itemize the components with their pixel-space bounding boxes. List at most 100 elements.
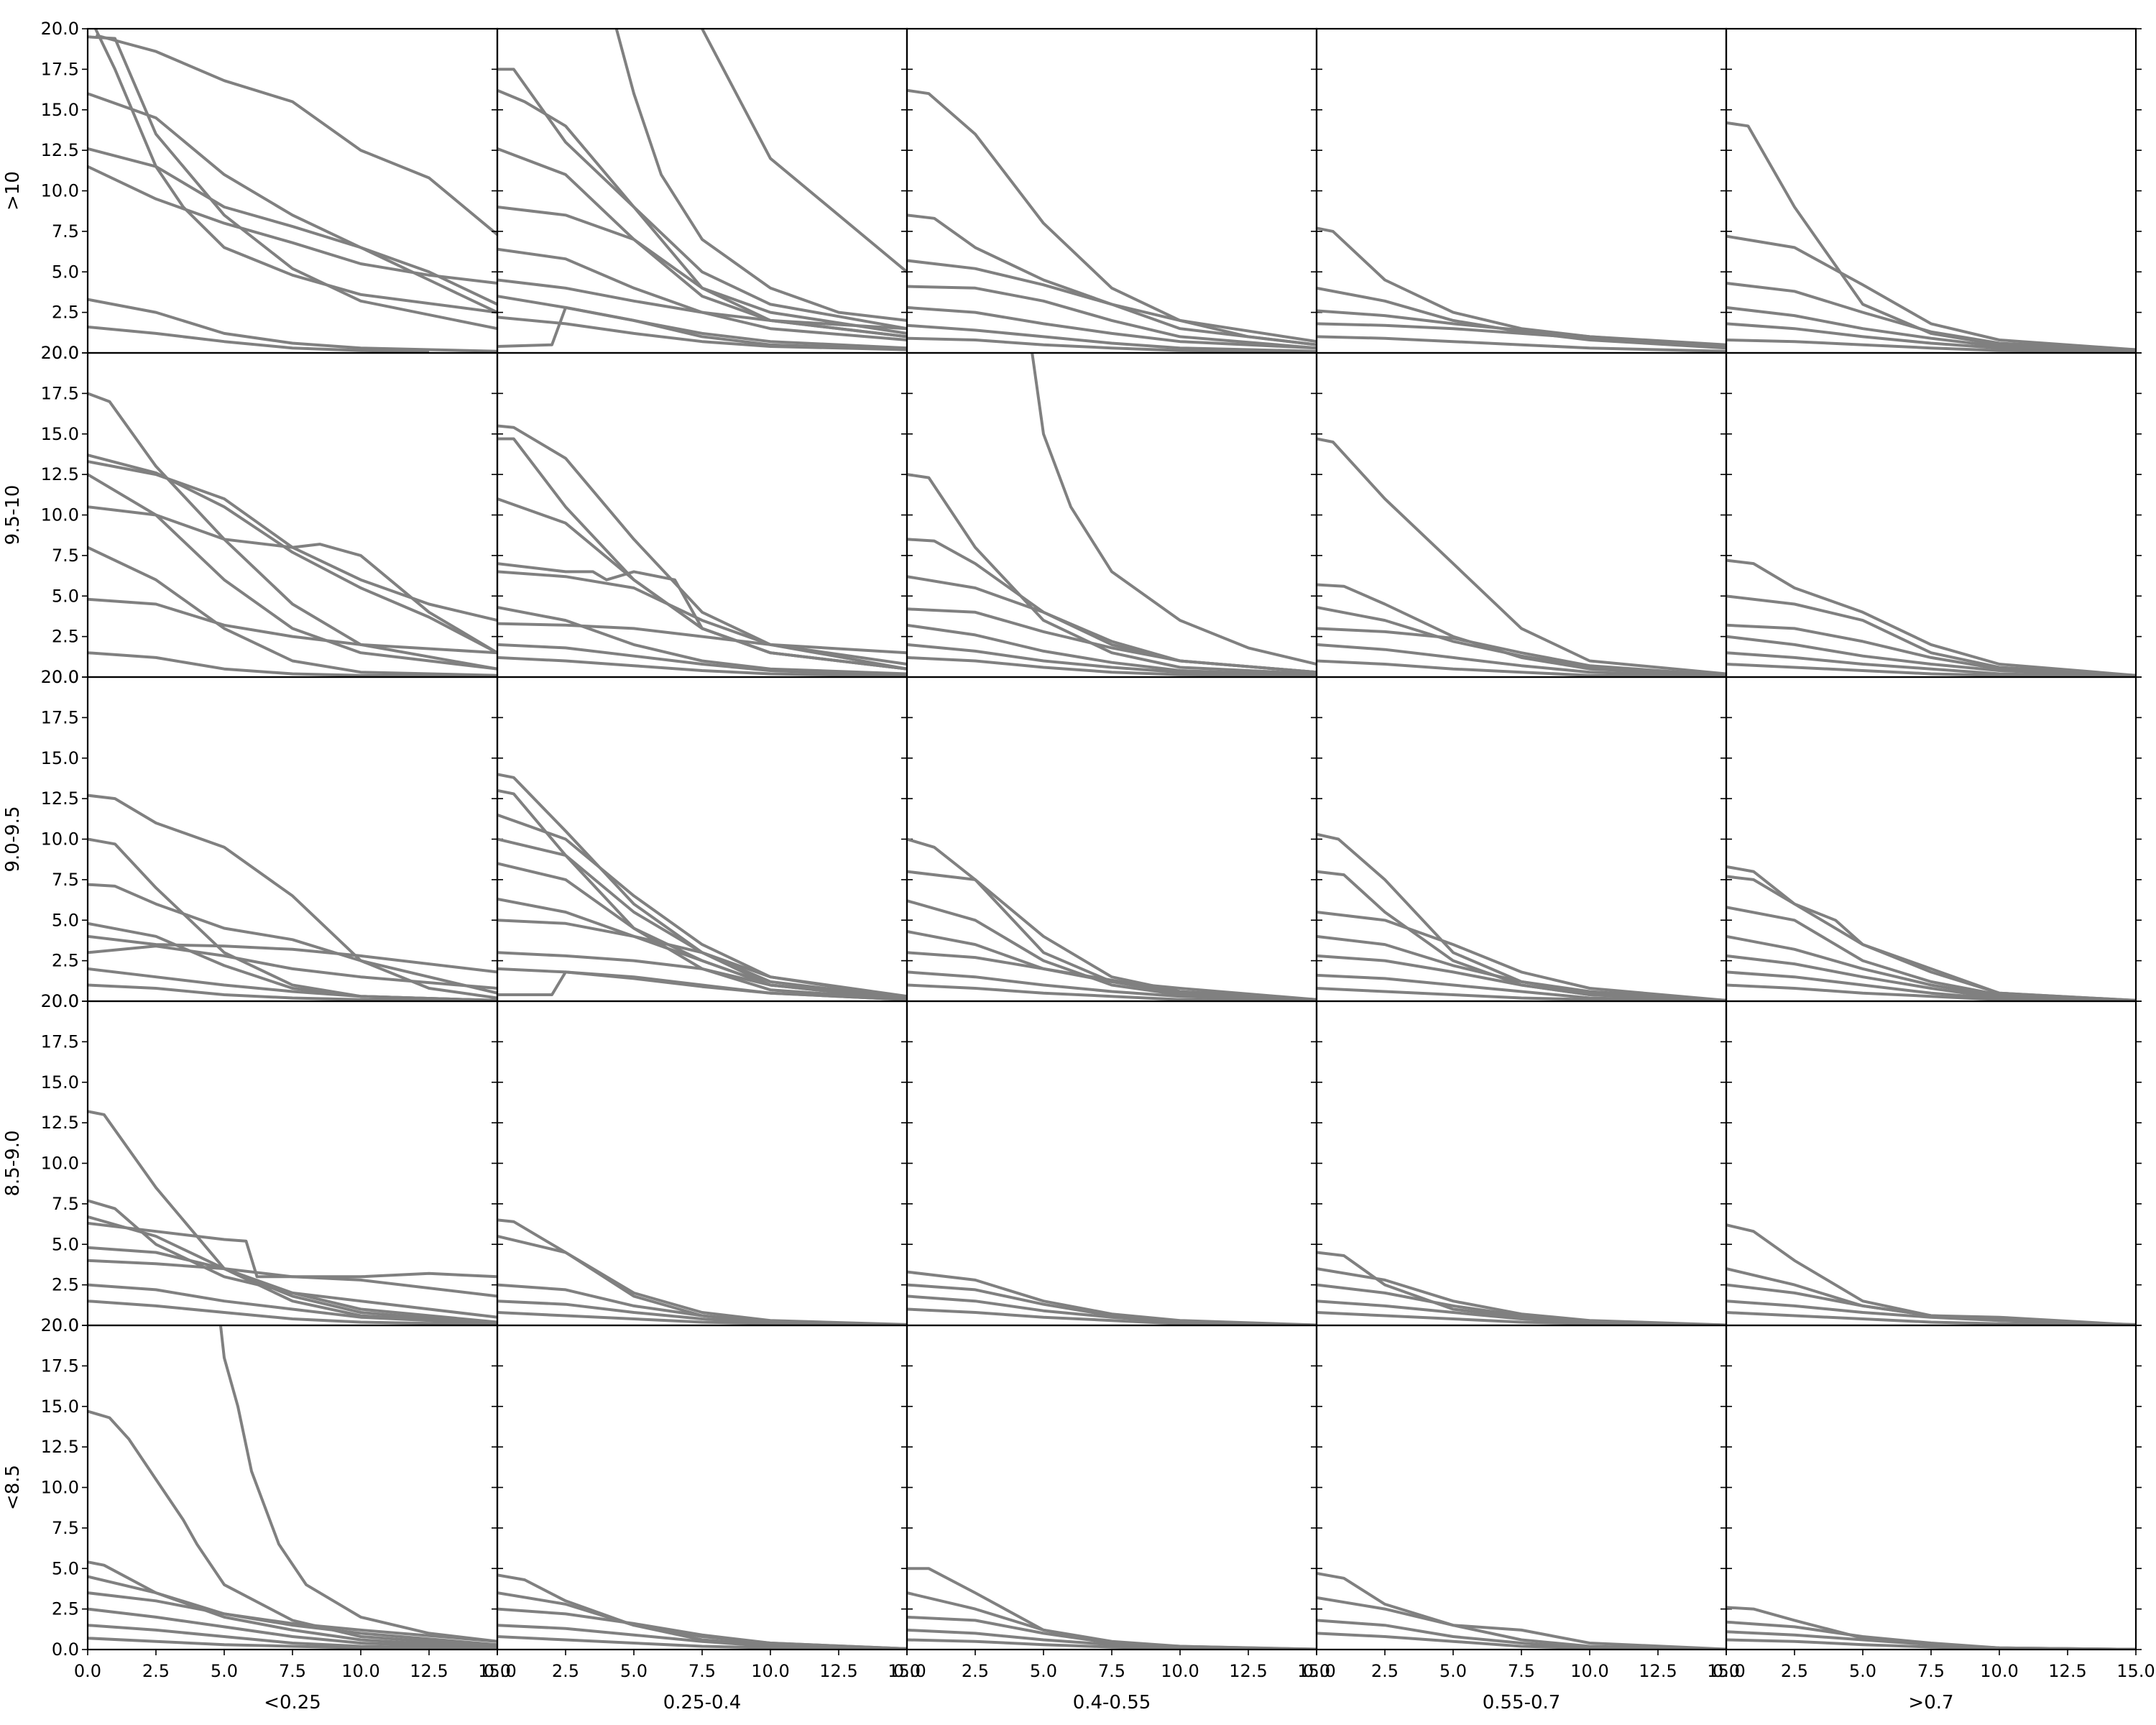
profile-line bbox=[88, 505, 497, 654]
y-tick-label: 15.0 bbox=[41, 1397, 79, 1417]
panel-frame bbox=[1725, 676, 2137, 1003]
x-tick-label: 15.0 bbox=[1707, 1661, 1745, 1681]
y-tick-label: 5.0 bbox=[52, 1234, 79, 1254]
x-tick-label: 10.0 bbox=[1980, 1661, 2018, 1681]
y-tick-label: 5.0 bbox=[52, 1558, 79, 1578]
profile-line bbox=[88, 1215, 497, 1325]
profile-line bbox=[1726, 339, 2136, 353]
y-tick-label: 15.0 bbox=[41, 100, 79, 120]
x-tick-label: 0.0 bbox=[1713, 1661, 1740, 1681]
profile-line bbox=[1317, 911, 1726, 1001]
profile-line bbox=[907, 575, 1317, 674]
profile-lines bbox=[1726, 865, 2136, 1001]
column-label: <0.25 bbox=[264, 1692, 321, 1714]
panel-frame bbox=[1725, 1000, 2137, 1327]
profile-line bbox=[88, 325, 430, 353]
profile-line bbox=[497, 147, 907, 339]
panel-r0-c3 bbox=[1311, 27, 1732, 354]
row-label: <8.5 bbox=[2, 1465, 24, 1510]
x-tick-label: 5.0 bbox=[1439, 1661, 1467, 1681]
x-tick-label: 2.5 bbox=[142, 1661, 170, 1681]
profile-line bbox=[1726, 875, 2136, 1001]
profile-line bbox=[88, 1199, 497, 1319]
profile-lines bbox=[88, 392, 497, 677]
y-tick-label: 12.5 bbox=[41, 1113, 79, 1133]
profile-line bbox=[88, 944, 497, 990]
profile-line bbox=[1317, 659, 1726, 677]
panel-r2-c3 bbox=[1311, 676, 1732, 1003]
profile-line bbox=[907, 607, 1317, 674]
x-tick-label: 15.0 bbox=[1297, 1661, 1335, 1681]
x-tick-label: 2.5 bbox=[1371, 1661, 1399, 1681]
profile-line bbox=[497, 68, 907, 331]
profile-line bbox=[1317, 627, 1726, 677]
profile-lines bbox=[1726, 1606, 2136, 1650]
panel-r4-c2: 0.0 2.5 5.0 7.5 10.0 12.5 15.0 bbox=[893, 1324, 1336, 1681]
column-label: 0.55-0.7 bbox=[1483, 1692, 1561, 1714]
column-label: 0.4-0.55 bbox=[1073, 1692, 1151, 1714]
panel-r3-c2 bbox=[901, 1000, 1322, 1327]
profile-line bbox=[907, 213, 1317, 346]
profile-lines bbox=[1726, 121, 2136, 353]
profile-lines bbox=[88, 794, 497, 1001]
profile-line bbox=[497, 1635, 907, 1650]
y-tick-label: 12.5 bbox=[41, 788, 79, 809]
panel-grid: 0.02.55.07.510.012.515.017.520.00.02.55.… bbox=[41, 19, 2155, 1681]
y-tick-label: 10.0 bbox=[41, 1154, 79, 1174]
profile-lines bbox=[1726, 558, 2136, 677]
profile-line bbox=[497, 437, 907, 671]
row-labels: >10 9.5-10 9.0-9.5 8.5-9.0 <8.5 bbox=[2, 171, 24, 1510]
profile-lines bbox=[497, 773, 907, 1001]
profile-line bbox=[88, 1409, 497, 1648]
x-tick-label: 15.0 bbox=[888, 1661, 926, 1681]
panel-r1-c3 bbox=[1311, 351, 1732, 678]
row-label: 8.5-9.0 bbox=[2, 1130, 24, 1196]
profile-lines bbox=[88, 1110, 497, 1325]
panel-frame bbox=[1315, 27, 1728, 354]
x-tick-label: 2.5 bbox=[1781, 1661, 1808, 1681]
profile-line bbox=[497, 305, 907, 351]
x-tick-label: 10.0 bbox=[341, 1661, 379, 1681]
profile-lines bbox=[1317, 226, 1726, 353]
panel-frame bbox=[906, 351, 1318, 678]
profile-lines bbox=[907, 1270, 1317, 1325]
y-tick-label: 17.5 bbox=[41, 383, 79, 403]
panel-frame bbox=[906, 676, 1318, 1003]
profile-line bbox=[497, 951, 907, 1000]
profile-line bbox=[907, 305, 1317, 350]
panel-r1-c2 bbox=[901, 351, 1322, 678]
x-tick-label: 12.5 bbox=[410, 1661, 448, 1681]
profile-line bbox=[1726, 558, 2136, 677]
x-tick-label: 10.0 bbox=[1570, 1661, 1608, 1681]
profile-line bbox=[907, 1283, 1317, 1325]
profile-line bbox=[1317, 934, 1726, 1001]
profile-line bbox=[1317, 437, 1726, 676]
y-tick-label: 0.0 bbox=[52, 343, 79, 363]
panel-frame bbox=[496, 27, 908, 354]
profile-line bbox=[1726, 322, 2136, 353]
y-tick-label: 10.0 bbox=[41, 505, 79, 525]
profile-line bbox=[907, 336, 1317, 353]
panel-r2-c1 bbox=[492, 676, 913, 1003]
x-tick-label: 7.5 bbox=[279, 1661, 306, 1681]
panel-r3-c3 bbox=[1311, 1000, 1732, 1327]
y-tick-label: 15.0 bbox=[41, 748, 79, 768]
panel-r2-c4 bbox=[1720, 676, 2142, 1003]
profile-line bbox=[218, 1325, 497, 1643]
profile-lines bbox=[497, 1573, 907, 1650]
profile-line bbox=[1726, 121, 2136, 353]
row-label: >10 bbox=[2, 171, 24, 211]
profile-line bbox=[1726, 983, 2136, 1001]
profile-lines bbox=[907, 837, 1317, 1001]
panel-frame bbox=[86, 676, 499, 1003]
y-tick-label: 5.0 bbox=[52, 910, 79, 930]
x-tick-label: 5.0 bbox=[620, 1661, 648, 1681]
y-tick-label: 7.5 bbox=[52, 1194, 79, 1214]
profile-line bbox=[1317, 322, 1726, 348]
profile-line bbox=[88, 298, 497, 353]
panel-frame bbox=[1315, 1000, 1728, 1327]
y-tick-label: 15.0 bbox=[41, 424, 79, 444]
profile-line bbox=[88, 165, 497, 285]
profile-line bbox=[88, 473, 497, 671]
